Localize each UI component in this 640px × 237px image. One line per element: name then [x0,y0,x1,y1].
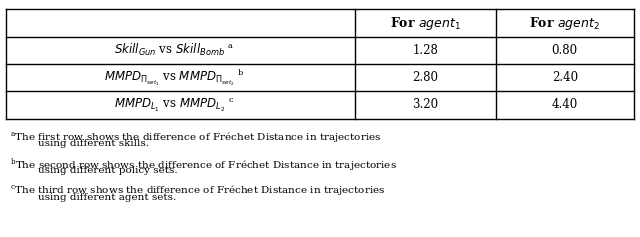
Text: $\mathit{MMPD}_{L_1}$ vs $\mathit{MMPD}_{L_2}$ $^{\mathregular{c}}$: $\mathit{MMPD}_{L_1}$ vs $\mathit{MMPD}_… [114,96,235,114]
Text: For $\mathit{agent}_1$: For $\mathit{agent}_1$ [390,15,461,32]
Text: using different policy sets.: using different policy sets. [38,166,178,175]
Text: 4.40: 4.40 [552,98,578,111]
Text: $^{\mathregular{c}}$The third row shows the difference of Fréchet Distance in tr: $^{\mathregular{c}}$The third row shows … [10,184,385,198]
Text: using different skills.: using different skills. [38,139,149,148]
Text: $^{\mathregular{a}}$The first row shows the difference of Fréchet Distance in tr: $^{\mathregular{a}}$The first row shows … [10,130,381,145]
Text: $\mathit{MMPD}_{\Pi_{set_1}}$ vs $\mathit{MMPD}_{\Pi_{set_2}}$ $^{\mathregular{b: $\mathit{MMPD}_{\Pi_{set_1}}$ vs $\mathi… [104,67,244,88]
Text: 2.40: 2.40 [552,71,578,84]
Text: using different agent sets.: using different agent sets. [38,193,177,202]
Text: 3.20: 3.20 [413,98,438,111]
Text: $^{\mathregular{b}}$The second row shows the difference of Fréchet Distance in t: $^{\mathregular{b}}$The second row shows… [10,157,397,174]
Text: $\mathit{Skill}_{Gun}$ vs $\mathit{Skill}_{Bomb}$ $^{\mathregular{a}}$: $\mathit{Skill}_{Gun}$ vs $\mathit{Skill… [115,42,234,58]
Text: 0.80: 0.80 [552,44,578,57]
Text: 1.28: 1.28 [413,44,438,57]
Text: 2.80: 2.80 [413,71,438,84]
Text: For $\mathit{agent}_2$: For $\mathit{agent}_2$ [529,15,600,32]
